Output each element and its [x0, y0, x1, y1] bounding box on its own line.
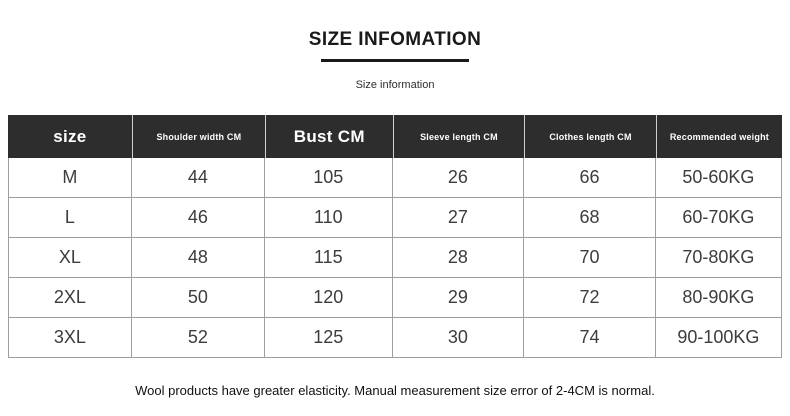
- column-header-shoulder-width-cm: Shoulder width CM: [131, 115, 265, 158]
- value-cell: 28: [392, 238, 525, 278]
- value-cell: 48: [131, 238, 265, 278]
- table-row: L 46 110 27 68 60-70KG: [8, 198, 782, 238]
- value-cell: 60-70KG: [655, 198, 782, 238]
- note-text: Wool products have greater elasticity. M…: [135, 383, 655, 398]
- header-row: size Shoulder width CM Bust CM Sleeve lengt…: [8, 115, 782, 158]
- value-cell: 70-80KG: [655, 238, 782, 278]
- value-cell: 72: [524, 278, 656, 318]
- table-row: M 44 105 26 66 50-60KG: [8, 158, 782, 198]
- size-cell: L: [8, 198, 132, 238]
- page-subtitle: Size information: [355, 79, 435, 91]
- size-table-body: M 44 105 26 66 50-60KG L 46 110 27 68 60-70KG XL 48 11…: [8, 158, 782, 358]
- title-underline: [321, 59, 469, 62]
- value-cell: 50: [131, 278, 265, 318]
- value-cell: 44: [131, 158, 265, 198]
- value-cell: 115: [264, 238, 393, 278]
- table-row: XL 48 115 28 70 70-80KG: [8, 238, 782, 278]
- table-row: 3XL 52 125 30 74 90-100KG: [8, 318, 782, 358]
- value-cell: 26: [392, 158, 525, 198]
- size-cell: 3XL: [8, 318, 132, 358]
- size-cell: 2XL: [8, 278, 132, 318]
- value-cell: 29: [392, 278, 525, 318]
- value-cell: 52: [131, 318, 265, 358]
- value-cell: 30: [392, 318, 525, 358]
- table-row: 2XL 50 120 29 72 80-90KG: [8, 278, 782, 318]
- value-cell: 50-60KG: [655, 158, 782, 198]
- value-cell: 74: [524, 318, 656, 358]
- size-table: size Shoulder width CM Bust CM Sleeve lengt…: [8, 115, 782, 358]
- page-header: SIZE INFOMATION Size information: [0, 0, 790, 92]
- value-cell: 90-100KG: [655, 318, 782, 358]
- value-cell: 80-90KG: [655, 278, 782, 318]
- value-cell: 110: [264, 198, 393, 238]
- value-cell: 66: [524, 158, 656, 198]
- value-cell: 105: [264, 158, 393, 198]
- column-header-recommended-weight: Recommended weight: [655, 115, 782, 158]
- column-header-bust-cm: Bust CM: [264, 115, 393, 158]
- page-footer: Wool products have greater elasticity. M…: [0, 383, 790, 398]
- value-cell: 120: [264, 278, 393, 318]
- value-cell: 125: [264, 318, 393, 358]
- page-title: SIZE INFOMATION: [308, 29, 482, 50]
- size-cell: M: [8, 158, 132, 198]
- value-cell: 68: [524, 198, 656, 238]
- value-cell: 27: [392, 198, 525, 238]
- column-header-clothes-length-cm: Clothes length CM: [524, 115, 656, 158]
- column-header-sleeve-length-cm: Sleeve length CM: [392, 115, 525, 158]
- value-cell: 70: [524, 238, 656, 278]
- column-header-size: size: [8, 115, 132, 158]
- value-cell: 46: [131, 198, 265, 238]
- size-table-header: size Shoulder width CM Bust CM Sleeve lengt…: [8, 115, 782, 158]
- size-cell: XL: [8, 238, 132, 278]
